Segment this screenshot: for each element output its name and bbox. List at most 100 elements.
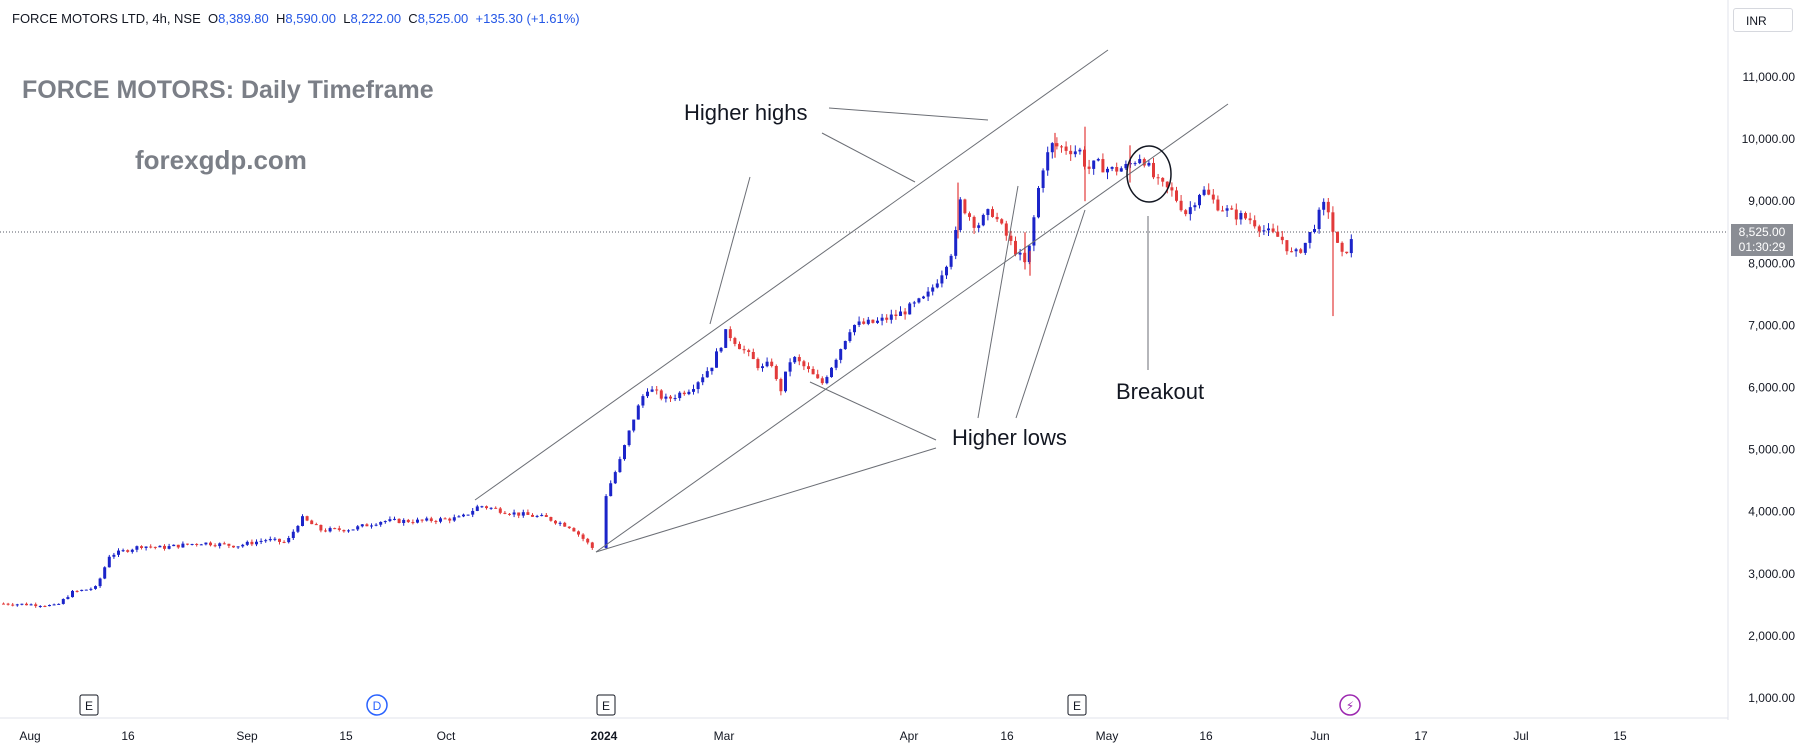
earnings-marker[interactable]: [79, 694, 99, 716]
candle-body: [636, 405, 640, 420]
candle-body: [521, 512, 525, 516]
candle-body: [448, 518, 452, 521]
candle-body: [1087, 166, 1091, 169]
candle-body: [958, 199, 962, 231]
trend-line: [709, 176, 751, 325]
candle-body: [337, 528, 341, 530]
candle-body: [1317, 209, 1321, 230]
candle-body: [471, 510, 475, 515]
candle-body: [563, 522, 567, 527]
trend-line: [595, 447, 937, 553]
candle-body: [641, 396, 645, 406]
annotation-higher-highs: Higher highs: [684, 100, 808, 125]
candle-body: [112, 554, 116, 557]
candle-body: [434, 521, 438, 523]
candle-body: [1202, 189, 1206, 195]
candle-body: [1106, 168, 1109, 173]
x-tick-label: 2024: [591, 729, 618, 743]
candle-body: [1303, 242, 1307, 253]
x-tick-label: 16: [1199, 729, 1213, 743]
candle-body: [751, 351, 755, 360]
candle-body: [1313, 229, 1316, 233]
candle-body: [342, 529, 346, 532]
candle-body: [609, 483, 613, 497]
candle-body: [604, 496, 608, 548]
candle-body: [862, 321, 866, 324]
candle-body: [1138, 159, 1142, 164]
candle-body: [567, 526, 571, 529]
candle-body: [167, 546, 171, 549]
candle-body: [1115, 167, 1119, 172]
earnings-marker[interactable]: [1067, 694, 1087, 716]
symbol-name[interactable]: FORCE MOTORS LTD, 4h, NSE: [12, 11, 201, 26]
candle-body: [1299, 249, 1303, 253]
trend-line: [828, 107, 989, 121]
candle-body: [549, 517, 553, 521]
candle-body: [130, 549, 134, 552]
candle-body: [370, 525, 373, 527]
candle-body: [1262, 230, 1266, 232]
candle-body: [1244, 213, 1247, 219]
candle-body: [710, 367, 714, 372]
candle-body: [121, 550, 125, 552]
candles: [2, 126, 1353, 608]
candle-body: [94, 586, 97, 589]
currency-button[interactable]: [1733, 8, 1793, 32]
candle-body: [733, 338, 737, 344]
earnings-marker[interactable]: [596, 694, 616, 716]
trend-line: [474, 49, 1109, 501]
trend-line: [821, 132, 916, 183]
candle-body: [1009, 235, 1013, 241]
symbol-header[interactable]: FORCE MOTORS LTD, 4h, NSE O8,389.80 H8,5…: [12, 11, 580, 26]
candle-body: [903, 311, 907, 315]
candle-body: [71, 590, 74, 598]
trend-line: [809, 381, 937, 441]
candle-body: [98, 578, 102, 587]
candle-body: [397, 518, 401, 523]
lightning-icon[interactable]: [1339, 694, 1361, 716]
y-tick-label: 10,000.00: [1742, 132, 1796, 146]
candle-body: [190, 543, 194, 545]
candle-body: [374, 524, 378, 526]
event-markers[interactable]: E D E E ⚡: [79, 694, 1361, 716]
candle-body: [586, 538, 590, 543]
candle-body: [1326, 201, 1330, 213]
candle-body: [820, 378, 824, 384]
candle-body: [20, 603, 24, 605]
y-tick-label: 8,000.00: [1748, 256, 1795, 270]
candle-body: [6, 603, 10, 605]
candle-body: [61, 599, 65, 604]
candle-body: [140, 546, 143, 548]
candle-body: [972, 216, 976, 228]
candle-body: [1101, 159, 1105, 173]
candle-body: [1018, 252, 1022, 255]
x-tick-label: 15: [1613, 729, 1627, 743]
candle-body: [715, 351, 718, 368]
candle-body: [1216, 199, 1220, 211]
candle-body: [34, 604, 38, 607]
overlay-site: forexgdp.com: [135, 145, 307, 175]
candle-body: [1188, 207, 1192, 215]
earnings-marker-label: E: [85, 699, 93, 713]
dividend-marker[interactable]: [366, 694, 388, 716]
current-price-badge: 8,525.00 01:30:29: [1731, 224, 1793, 256]
candle-body: [581, 534, 585, 539]
candle-body: [163, 545, 166, 549]
candle-body: [880, 317, 884, 321]
candle-body: [135, 546, 139, 550]
current-price-value: 8,525.00: [1738, 225, 1786, 239]
candle-body: [2, 603, 5, 605]
currency-label[interactable]: INR: [1746, 14, 1767, 28]
candle-body: [57, 603, 61, 605]
y-tick-label: 2,000.00: [1748, 629, 1795, 643]
candle-body: [411, 522, 415, 524]
candle-body: [673, 398, 677, 400]
candle-body: [268, 538, 272, 541]
candle-body: [991, 209, 994, 217]
candle-body: [857, 321, 861, 325]
candle-body: [1221, 210, 1224, 212]
open-value: 8,389.80: [218, 11, 269, 26]
high-value: 8,590.00: [285, 11, 336, 26]
candle-body: [682, 392, 686, 395]
